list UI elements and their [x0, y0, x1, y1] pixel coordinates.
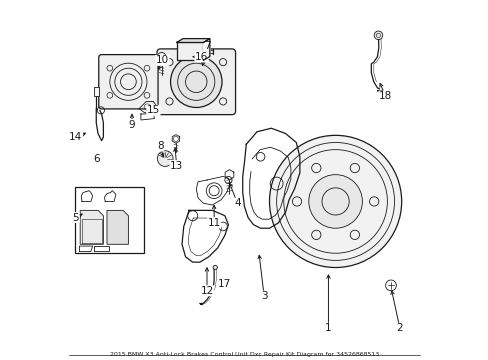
Circle shape — [308, 175, 362, 228]
Text: 9: 9 — [128, 120, 135, 130]
Text: 1: 1 — [325, 323, 331, 333]
Text: 8: 8 — [157, 141, 163, 151]
Circle shape — [170, 56, 222, 108]
Circle shape — [269, 135, 401, 267]
Text: 2: 2 — [396, 323, 403, 333]
Bar — [94, 87, 99, 96]
Text: 17: 17 — [218, 279, 231, 289]
Circle shape — [213, 265, 217, 270]
Text: 7: 7 — [203, 41, 210, 51]
Circle shape — [157, 151, 173, 166]
Text: 3: 3 — [260, 291, 267, 301]
Polygon shape — [80, 210, 103, 244]
Text: 10: 10 — [156, 55, 168, 65]
Text: 4: 4 — [234, 198, 240, 208]
Polygon shape — [203, 39, 209, 60]
Text: 14: 14 — [69, 132, 82, 142]
Text: 5: 5 — [72, 212, 79, 222]
Text: 18: 18 — [378, 91, 391, 101]
Text: 12: 12 — [200, 286, 213, 296]
Text: 16: 16 — [195, 52, 208, 62]
Bar — [75, 187, 144, 253]
Polygon shape — [176, 39, 209, 42]
Text: 6: 6 — [93, 154, 100, 163]
Polygon shape — [107, 210, 128, 244]
FancyBboxPatch shape — [157, 49, 235, 114]
Text: 11: 11 — [207, 218, 220, 228]
FancyBboxPatch shape — [99, 55, 158, 109]
Text: 13: 13 — [170, 161, 183, 171]
Text: 15: 15 — [146, 105, 160, 115]
Text: 2015 BMW X3 Anti-Lock Brakes Control Unit Dxc Repair Kit Diagram for 34526868513: 2015 BMW X3 Anti-Lock Brakes Control Uni… — [110, 352, 378, 357]
Circle shape — [373, 31, 382, 40]
Bar — [176, 42, 203, 60]
